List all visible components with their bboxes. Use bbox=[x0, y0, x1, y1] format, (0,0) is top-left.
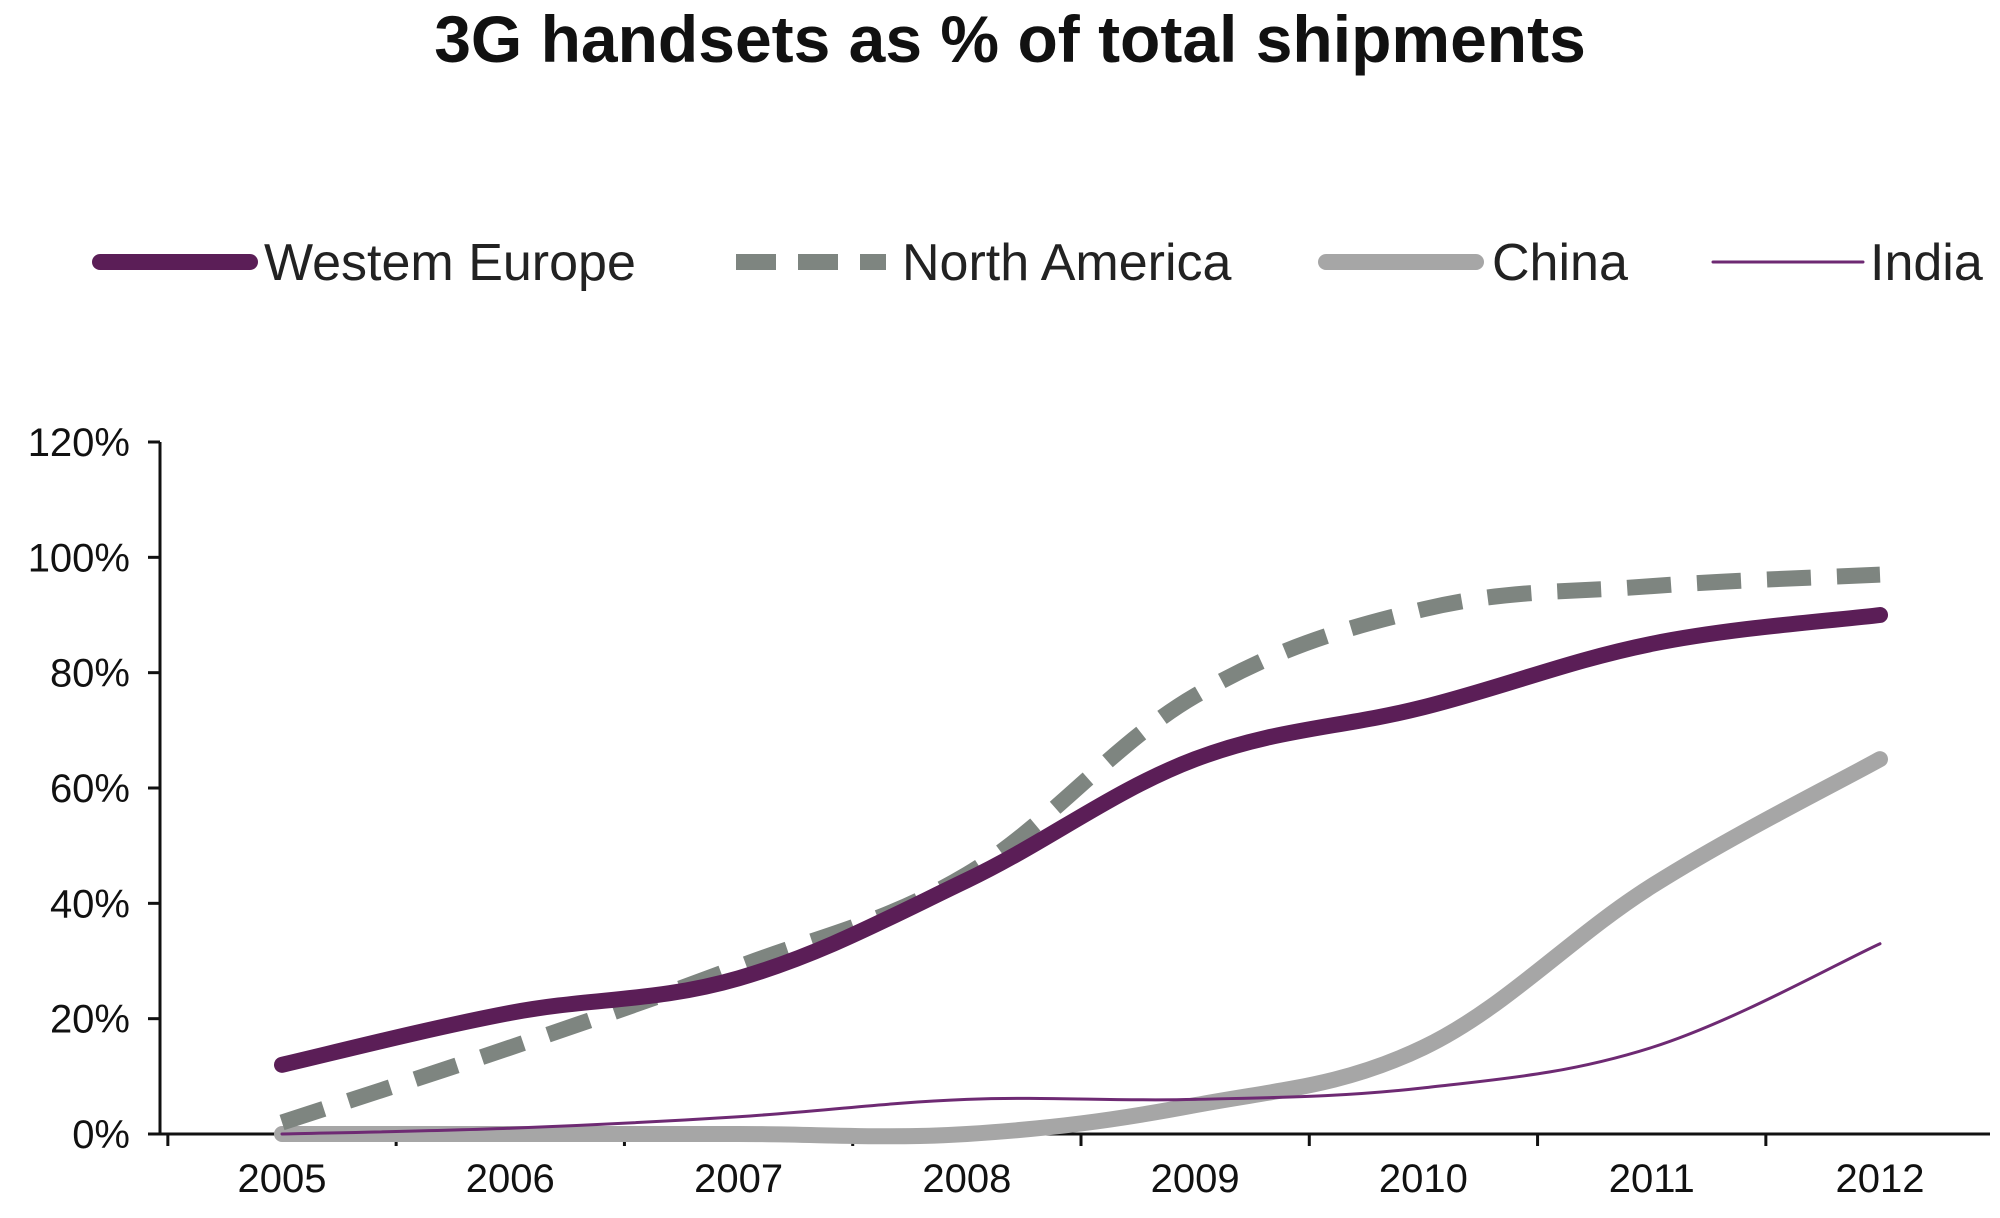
y-tick-label: 20% bbox=[50, 998, 130, 1042]
x-tick-label: 2009 bbox=[1151, 1157, 1240, 1201]
series-line-china bbox=[274, 751, 1888, 1145]
x-tick-label: 2010 bbox=[1379, 1157, 1468, 1201]
x-tick-label: 2005 bbox=[238, 1157, 327, 1201]
chart-title: 3G handsets as % of total shipments bbox=[434, 2, 1586, 76]
legend-label: North America bbox=[902, 234, 1232, 292]
legend-label: Westem Europe bbox=[264, 234, 636, 292]
legend-item: Westem Europe bbox=[92, 234, 636, 292]
legend-item: North America bbox=[736, 234, 1232, 292]
legend-label: India bbox=[1870, 234, 1983, 292]
y-tick-label: 40% bbox=[50, 882, 130, 926]
legend: Westem Europe North America China India bbox=[92, 234, 1983, 292]
x-tick-label: 2008 bbox=[922, 1157, 1011, 1201]
y-tick-label: 80% bbox=[50, 652, 130, 696]
legend-item: China bbox=[1318, 234, 1628, 292]
series-line-india bbox=[280, 942, 1882, 1136]
series-layer bbox=[274, 566, 1888, 1145]
y-tick-label: 60% bbox=[50, 767, 130, 811]
axes: 0% 20% 40% 60% 80% 100% 120% 2005 2006 2007 2008 20… bbox=[28, 421, 1990, 1201]
y-tick-label: 100% bbox=[28, 536, 130, 580]
y-tick-label: 0% bbox=[72, 1113, 130, 1157]
x-tick-label: 2007 bbox=[694, 1157, 783, 1201]
legend-label: China bbox=[1492, 234, 1628, 292]
series-line-north-america bbox=[279, 566, 1881, 1131]
x-tick-label: 2006 bbox=[466, 1157, 555, 1201]
x-tick-label: 2012 bbox=[1836, 1157, 1925, 1201]
series-line-westem-europe bbox=[274, 607, 1888, 1073]
x-tick-label: 2011 bbox=[1609, 1157, 1695, 1201]
legend-item: India bbox=[1711, 234, 1983, 292]
y-tick-label: 120% bbox=[28, 421, 130, 465]
